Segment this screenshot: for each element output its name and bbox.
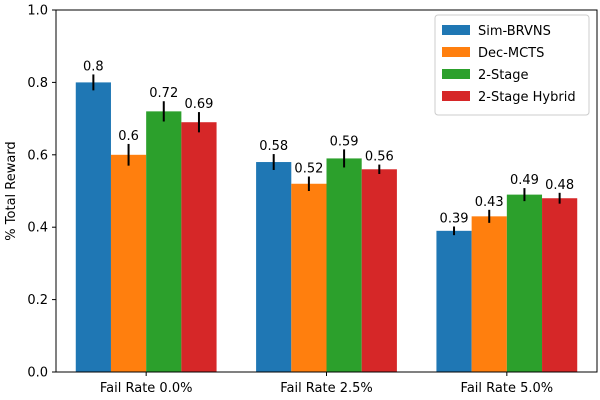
x-tick-label-2: Fail Rate 5.0% — [461, 381, 554, 396]
legend-label-0: Sim-BRVNS — [478, 24, 551, 39]
legend-swatch-2 — [442, 69, 470, 79]
legend-label-1: Dec-MCTS — [478, 46, 544, 61]
y-tick-label-3: 0.6 — [27, 148, 48, 163]
y-tick-label-4: 0.8 — [27, 76, 48, 91]
data-label-1-1: 0.52 — [294, 162, 323, 177]
data-label-2-0: 0.72 — [149, 86, 178, 101]
bar-2-1 — [326, 158, 362, 372]
legend: Sim-BRVNS Dec-MCTS 2-Stage 2-Stage Hybrid — [434, 14, 590, 116]
bar-3-1 — [361, 169, 397, 372]
data-label-2-1: 0.59 — [330, 134, 359, 149]
bar-2-0 — [146, 111, 182, 373]
x-tick-label-0: Fail Rate 0.0% — [100, 381, 193, 396]
data-label-0-2: 0.39 — [440, 211, 469, 226]
data-label-0-0: 0.8 — [83, 59, 104, 74]
bar-0-1 — [256, 162, 292, 372]
data-label-3-1: 0.56 — [365, 150, 394, 165]
legend-box — [434, 14, 590, 116]
bar-0-2 — [436, 230, 472, 372]
data-label-2-2: 0.49 — [510, 173, 539, 188]
data-label-0-1: 0.58 — [259, 139, 288, 154]
plot-area: 0.8 0.58 0.39 0.6 0.52 0.43 0.72 0.59 0.49 0.69 0.… — [27, 4, 598, 396]
legend-label-2: 2-Stage — [478, 68, 529, 83]
bar-0-0 — [75, 82, 111, 373]
data-label-3-0: 0.69 — [184, 97, 213, 112]
data-label-1-2: 0.43 — [475, 195, 504, 210]
y-tick-label-1: 0.2 — [27, 293, 48, 308]
bar-2-2 — [506, 194, 543, 372]
bar-1-1 — [291, 183, 327, 372]
legend-swatch-1 — [442, 47, 470, 57]
y-tick-label-2: 0.4 — [27, 221, 48, 236]
legend-label-3: 2-Stage Hybrid — [478, 90, 576, 105]
x-tick-label-1: Fail Rate 2.5% — [280, 381, 373, 396]
data-label-1-0: 0.6 — [118, 129, 139, 144]
y-tick-label-0: 0.0 — [27, 366, 48, 381]
bar-3-2 — [542, 198, 578, 372]
bar-3-0 — [181, 122, 217, 372]
y-tick-label-5: 1.0 — [27, 4, 48, 19]
legend-swatch-0 — [442, 25, 470, 35]
legend-swatch-3 — [442, 91, 470, 101]
y-axis-label: % Total Reward — [4, 141, 19, 240]
bar-1-0 — [110, 154, 147, 372]
bar-1-2 — [471, 216, 507, 372]
data-label-3-2: 0.48 — [545, 178, 574, 193]
